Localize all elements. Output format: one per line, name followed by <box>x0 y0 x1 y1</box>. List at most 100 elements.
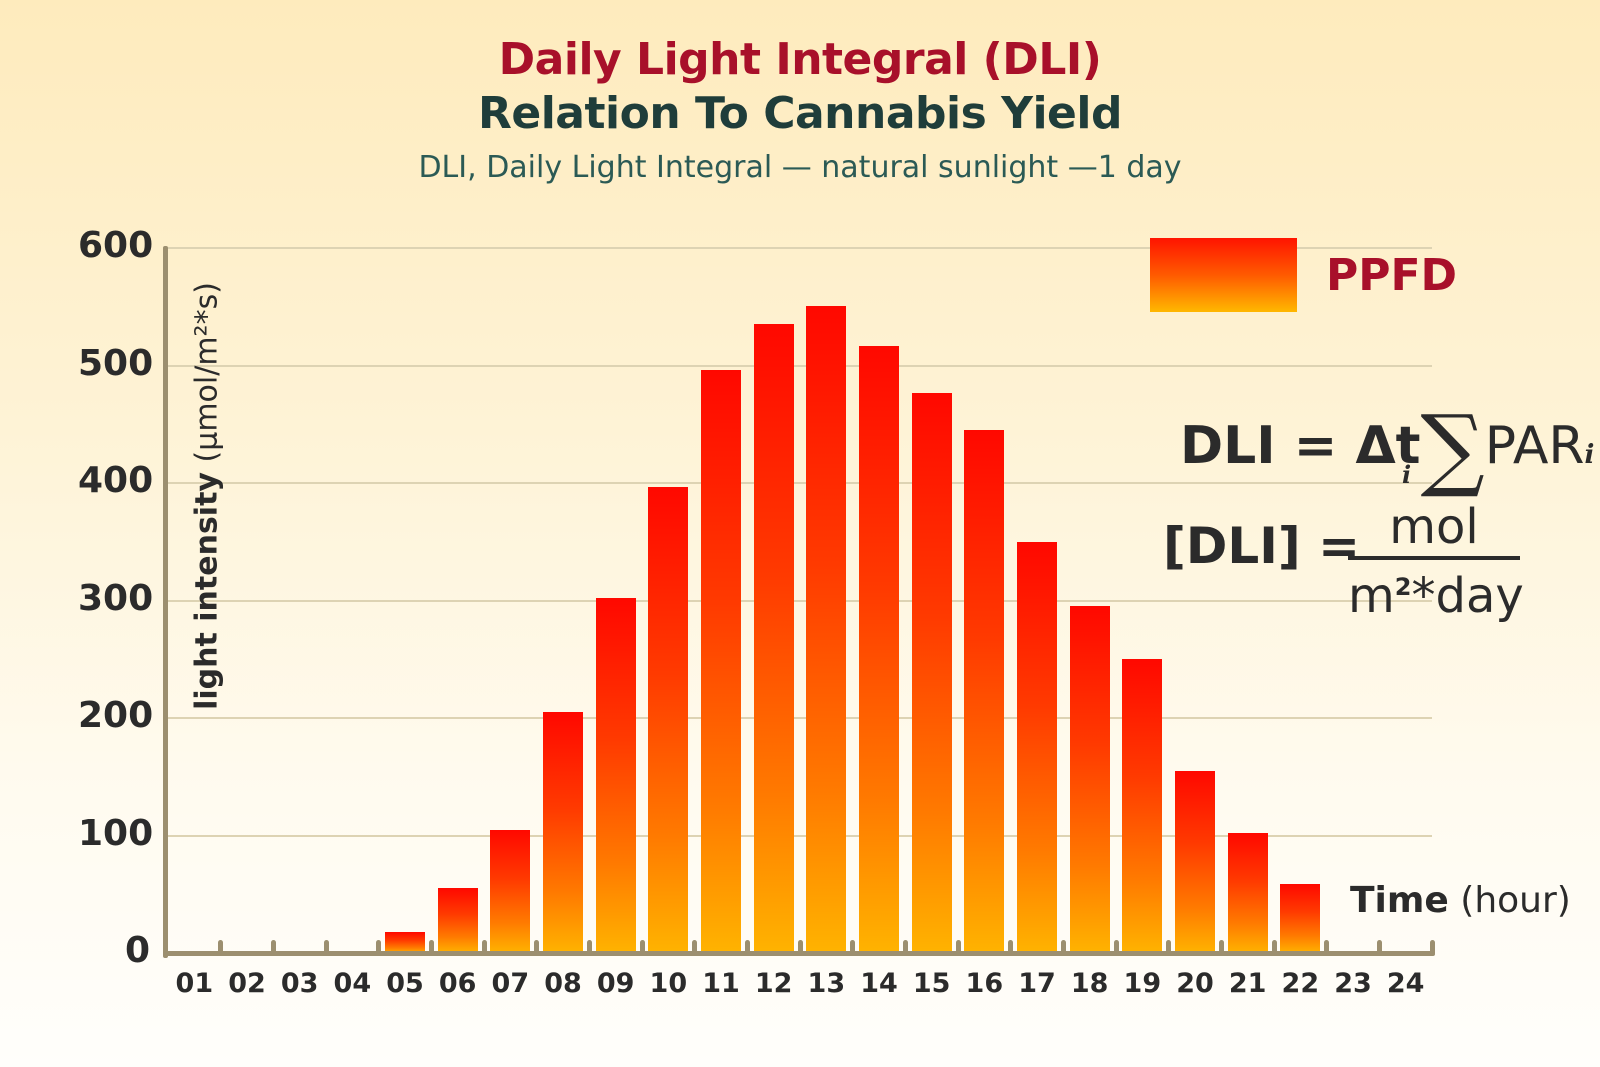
dli-formula-par: PAR <box>1484 416 1585 476</box>
x-tick-mark <box>1113 940 1119 954</box>
gridline <box>168 834 1432 837</box>
y-tick-label: 500 <box>78 342 154 384</box>
x-tick-label: 02 <box>228 968 266 999</box>
unit-denominator: m2*day <box>1348 562 1524 624</box>
dli-formula-delta: Δt <box>1355 416 1421 476</box>
dli-formula-par-sub: i <box>1584 440 1595 470</box>
x-tick-mark <box>955 940 961 954</box>
y-tick-label: 200 <box>78 695 154 736</box>
bar <box>1122 659 1163 953</box>
x-tick-label: 09 <box>596 968 635 999</box>
x-tick-mark <box>1271 940 1277 954</box>
x-tick-label: 21 <box>1228 968 1267 999</box>
x-tick-label: 17 <box>1018 968 1056 999</box>
dli-formula-lhs: DLI = <box>1180 416 1356 476</box>
x-tick-mark <box>1060 940 1066 954</box>
x-tick-label: 16 <box>965 968 1004 999</box>
bar <box>859 345 899 953</box>
unit-denominator-m: m <box>1348 568 1395 624</box>
x-tick-mark <box>481 940 487 954</box>
legend-label: PPFD <box>1326 250 1458 301</box>
legend-swatch <box>1150 238 1297 312</box>
x-tick-mark <box>639 940 645 954</box>
bar <box>1069 606 1110 953</box>
gridline <box>168 364 1432 367</box>
x-tick-mark <box>902 940 908 954</box>
bar <box>543 712 583 953</box>
bar <box>753 324 794 953</box>
x-tick-mark <box>744 940 750 954</box>
bar <box>1017 541 1057 953</box>
x-tick-label: 19 <box>1123 968 1162 999</box>
x-tick-label: 01 <box>175 968 214 999</box>
x-tick-label: 10 <box>649 968 688 999</box>
unit-denominator-sup: 2 <box>1394 573 1412 601</box>
bar <box>437 888 478 953</box>
fraction-bar <box>1348 556 1520 560</box>
x-axis-label-bold: Time <box>1350 880 1449 921</box>
x-tick-mark <box>1008 940 1014 954</box>
gridline <box>168 599 1432 602</box>
bar <box>595 598 636 953</box>
bar <box>1280 883 1321 953</box>
y-axis-label-unit: (μmol/m²*s) <box>189 282 225 463</box>
dli-unit-fraction: mol m2*day <box>1348 499 1524 624</box>
bar <box>911 392 952 953</box>
dli-formula-sigma-sub: i <box>1402 460 1412 489</box>
bar <box>701 370 741 953</box>
x-tick-mark <box>1429 940 1435 954</box>
x-tick-label: 06 <box>438 968 477 999</box>
x-tick-label: 05 <box>386 968 424 999</box>
x-axis-line <box>163 951 1435 956</box>
chart-caption: DLI, Daily Light Integral — natural sunl… <box>418 150 1182 185</box>
x-tick-mark <box>850 940 856 954</box>
sigma-icon: ∑ <box>1420 396 1485 501</box>
x-tick-label: 11 <box>702 968 740 999</box>
bar <box>964 430 1005 953</box>
x-tick-label: 03 <box>280 968 319 999</box>
chart-title: Daily Light Integral (DLI) <box>498 34 1102 85</box>
y-tick-label: 600 <box>78 225 154 266</box>
x-tick-label: 13 <box>807 968 846 999</box>
y-tick-label: 400 <box>78 460 154 501</box>
unit-numerator: mol <box>1389 499 1479 555</box>
x-tick-mark <box>692 940 698 954</box>
x-tick-label: 23 <box>1334 968 1372 999</box>
chart-subtitle: Relation To Cannabis Yield <box>478 88 1122 139</box>
y-tick-label: 0 <box>124 930 150 971</box>
dli-formula: DLI = Δt∑PARi i <box>1180 380 1595 501</box>
x-tick-mark <box>586 940 592 954</box>
y-axis-label-bold: light intensity <box>189 472 225 710</box>
x-tick-mark <box>323 940 329 954</box>
x-tick-label: 15 <box>912 968 951 999</box>
x-tick-label: 07 <box>491 968 530 999</box>
bar <box>806 305 847 953</box>
x-axis-label: Time (hour) <box>1350 880 1571 921</box>
x-tick-mark <box>428 940 434 954</box>
x-tick-label: 12 <box>754 968 793 999</box>
x-tick-label: 24 <box>1386 968 1425 999</box>
y-axis-line <box>163 246 168 958</box>
x-tick-mark <box>1376 940 1382 954</box>
bar <box>648 486 689 953</box>
y-tick-label: 300 <box>78 577 154 619</box>
x-axis-label-unit: (hour) <box>1460 880 1571 921</box>
x-tick-mark <box>218 940 224 954</box>
x-tick-label: 20 <box>1176 968 1214 999</box>
dli-unit-lhs: [DLI] = <box>1163 517 1360 575</box>
bar <box>1227 833 1268 953</box>
x-tick-label: 22 <box>1281 968 1320 999</box>
x-tick-mark <box>1166 940 1172 954</box>
y-tick-label: 100 <box>78 812 154 854</box>
x-tick-mark <box>270 940 276 954</box>
bar <box>1175 770 1215 953</box>
x-tick-mark <box>797 940 803 954</box>
unit-denominator-rest: *day <box>1411 568 1524 624</box>
bar <box>490 829 531 953</box>
bar <box>385 931 425 953</box>
x-tick-label: 04 <box>333 968 372 999</box>
x-tick-mark <box>534 940 540 954</box>
gridline <box>168 482 1432 484</box>
gridline <box>168 247 1432 249</box>
